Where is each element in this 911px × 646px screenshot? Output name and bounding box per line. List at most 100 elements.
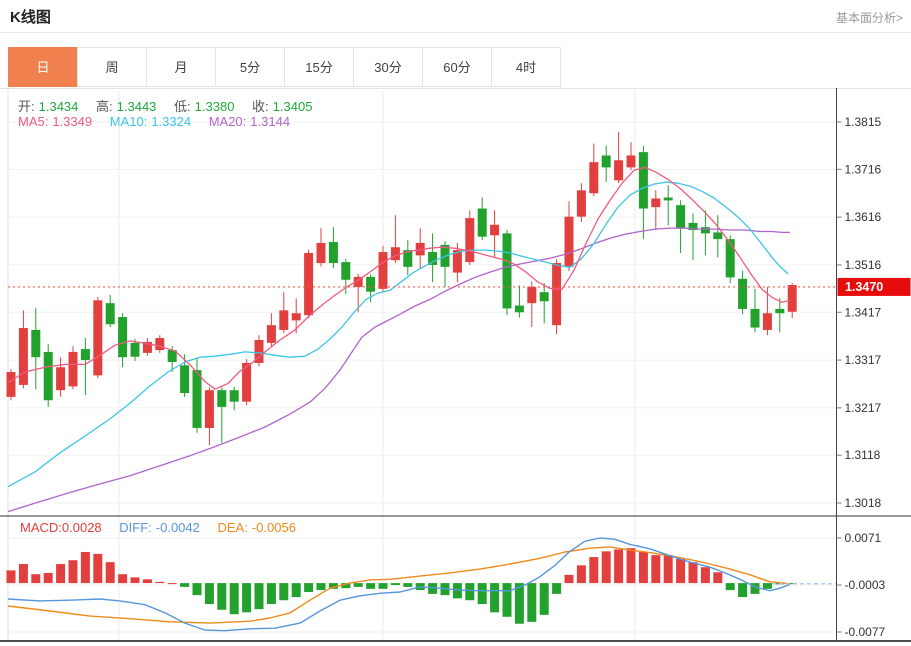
candle [638,152,648,209]
macd-bar [204,583,214,605]
fundamental-analysis-link[interactable]: 基本面分析> [835,11,903,25]
macd-bar [651,555,661,584]
candle [266,325,276,343]
diff-label: DIFF: [119,520,152,535]
candle [328,241,338,264]
candle [155,338,165,351]
macd-axis-label: -0.0077 [845,625,886,639]
ma-legend: MA5: 1.3349 MA10: 1.3324 MA20: 1.3144 [18,114,294,129]
macd-bar [341,583,351,589]
macd-value: 0.0028 [61,520,102,535]
candle [18,328,28,385]
price-axis-label: 1.3217 [845,401,882,415]
ma20-label: MA20: [208,114,247,129]
macd-bar [514,583,524,624]
candle [527,286,537,304]
macd-label: MACD: [20,520,62,535]
tab-15分[interactable]: 15分 [284,47,354,87]
macd-bar [576,565,586,584]
macd-bar [477,583,487,605]
candle [180,365,190,394]
ma10-label: MA10: [109,114,148,129]
candle [663,197,673,201]
candles-layer[interactable] [6,132,797,446]
macd-bar [688,562,698,584]
dea-value: -0.0056 [251,520,296,535]
macd-bar [452,583,462,599]
candle [43,351,53,401]
ma5-line [7,166,791,390]
macd-bar [43,572,53,584]
macd-bar [56,564,66,584]
tab-日[interactable]: 日 [8,47,78,87]
candle [700,227,710,234]
candle [651,198,661,208]
low-value: 1.3380 [194,99,235,114]
candle [80,349,90,361]
macd-bar [93,553,103,584]
macd-histogram[interactable] [6,548,797,624]
tab-4时[interactable]: 4时 [491,47,561,87]
candle [614,160,624,181]
candle [366,276,376,292]
candle [304,252,314,316]
tab-5分[interactable]: 5分 [215,47,285,87]
candle [403,250,413,267]
close-label: 收: [252,99,269,114]
price-axis-label: 1.3417 [845,305,882,319]
tab-30分[interactable]: 30分 [353,47,423,87]
candle [428,252,438,265]
candle [6,372,16,397]
candle [56,367,66,391]
candle [502,233,512,309]
candle [31,329,41,358]
candle [452,250,462,273]
price-axis-label: 1.3317 [845,353,882,367]
candle [713,232,723,240]
candle [490,224,500,236]
frame-lines [0,88,911,642]
macd-bar [564,574,574,584]
macd-bar [105,562,115,584]
candle [775,308,785,314]
candle [242,362,252,402]
candle [738,278,748,309]
candle [589,162,599,194]
candle [192,370,202,428]
macd-bar [750,583,760,594]
tab-月[interactable]: 月 [146,47,216,87]
close-value: 1.3405 [272,99,313,114]
candle [787,285,797,312]
macd-bar [366,583,376,589]
ma10-value: 1.3324 [151,114,192,129]
candle [552,263,562,326]
grid-lines [7,90,837,640]
macd-axis-label: 0.0071 [845,531,882,545]
price-axis-label: 1.3118 [845,448,881,462]
candle [68,351,78,387]
macd-bar [130,577,140,584]
macd-bar [552,583,562,594]
macd-bar [192,583,202,596]
candle [601,155,611,168]
macd-bar [626,548,636,584]
macd-bar [465,583,475,601]
page-title: K线图 [10,9,51,26]
candle [142,341,152,353]
macd-bar [762,583,772,589]
candle [105,303,115,325]
candle [118,317,128,358]
ma5-value: 1.3349 [52,114,93,129]
candle [390,247,400,261]
candle [539,292,549,302]
candle [341,262,351,280]
macd-bar [738,583,748,598]
current-price-badge: 1.3470 [837,277,911,296]
tab-60分[interactable]: 60分 [422,47,492,87]
macd-bar [676,558,686,584]
macd-bar [266,583,276,605]
ma20-line [7,227,790,513]
macd-bar [229,583,239,615]
